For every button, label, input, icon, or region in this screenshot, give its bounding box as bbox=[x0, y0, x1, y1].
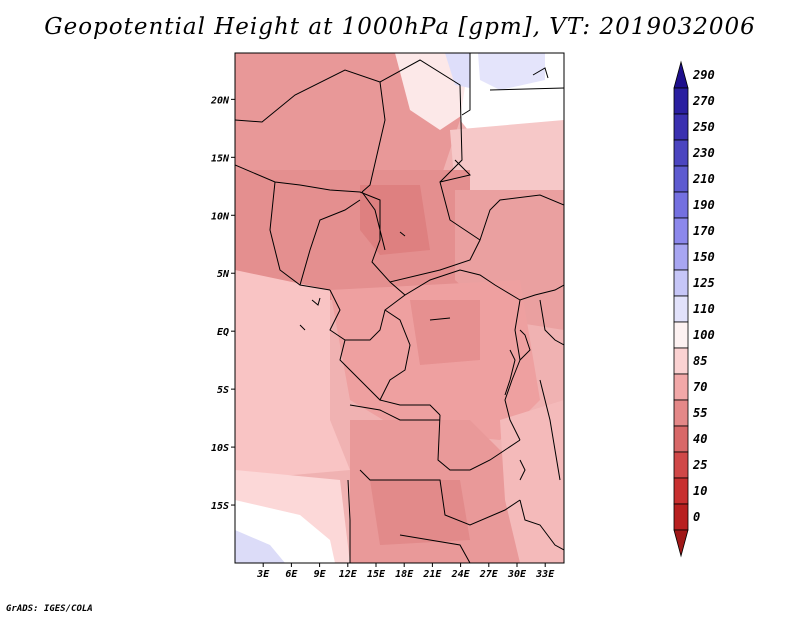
country-borders bbox=[235, 53, 564, 563]
chart-title: Geopotential Height at 1000hPa [gpm], VT… bbox=[44, 14, 756, 40]
x-tick-label: 21E bbox=[422, 569, 442, 580]
y-tick-label: 20N bbox=[210, 95, 230, 106]
y-tick-label: 10S bbox=[211, 443, 229, 454]
colorbar-label: 170 bbox=[693, 224, 715, 238]
colorbar-swatch bbox=[673, 113, 689, 141]
x-tick-label: 15E bbox=[367, 569, 386, 580]
chad-lake-low bbox=[360, 185, 430, 255]
x-tick-label: 3E bbox=[256, 569, 270, 580]
x-tick-label: 6E bbox=[285, 569, 298, 580]
colorbar-label: 290 bbox=[692, 68, 715, 82]
x-tick-label: 27E bbox=[479, 569, 499, 580]
north-blue-patch-2 bbox=[478, 53, 545, 90]
x-tick-label: 30E bbox=[507, 569, 527, 580]
colorbar-swatch bbox=[673, 269, 689, 297]
colorbar-swatch bbox=[673, 295, 689, 323]
map-field bbox=[235, 53, 564, 563]
colorbar: 2902702502302101901701501251101008570554… bbox=[673, 60, 715, 558]
y-tick-label: 5S bbox=[217, 385, 229, 396]
colorbar-swatch bbox=[673, 217, 689, 245]
x-tick-label: 18E bbox=[395, 569, 414, 580]
colorbar-label: 100 bbox=[693, 328, 715, 342]
colorbar-label: 270 bbox=[692, 94, 715, 108]
colorbar-swatch bbox=[673, 399, 689, 427]
colorbar-swatch bbox=[673, 165, 689, 193]
colorbar-swatch bbox=[673, 87, 689, 115]
colorbar-swatch bbox=[673, 477, 689, 505]
colorbar-label: 0 bbox=[693, 510, 700, 524]
y-tick-label: 15N bbox=[211, 153, 230, 164]
colorbar-swatch bbox=[673, 321, 689, 349]
colorbar-swatch bbox=[673, 451, 689, 479]
colorbar-label: 150 bbox=[693, 250, 715, 264]
colorbar-label: 210 bbox=[692, 172, 715, 186]
colorbar-label: 250 bbox=[692, 120, 715, 134]
x-axis: 3E 6E 9E 12E 15E 18E 21E 24E 27E 30E 33E bbox=[256, 563, 555, 580]
colorbar-label: 10 bbox=[693, 484, 707, 498]
colorbar-label: 110 bbox=[693, 302, 715, 316]
x-tick-label: 24E bbox=[451, 569, 471, 580]
colorbar-swatch bbox=[673, 503, 689, 531]
nile-transition bbox=[450, 120, 564, 210]
y-axis: 20N 15N 10N 5N EQ 5S 10S 15S bbox=[210, 95, 235, 512]
x-tick-label: 12E bbox=[339, 569, 358, 580]
east-coast-region bbox=[500, 400, 564, 563]
colorbar-label: 190 bbox=[693, 198, 715, 212]
x-tick-label: 9E bbox=[314, 569, 327, 580]
colorbar-swatch bbox=[673, 373, 689, 401]
gulf-of-guinea-region bbox=[235, 270, 350, 480]
colorbar-swatch bbox=[673, 425, 689, 453]
y-tick-label: 15S bbox=[211, 501, 229, 512]
colorbar-label: 85 bbox=[693, 354, 707, 368]
colorbar-label: 125 bbox=[693, 276, 715, 290]
colorbar-cap-bottom bbox=[673, 529, 689, 558]
colorbar-label: 230 bbox=[692, 146, 715, 160]
plot-frame bbox=[234, 52, 565, 564]
colorbar-label: 70 bbox=[693, 380, 707, 394]
x-tick-label: 33E bbox=[535, 569, 555, 580]
colorbar-cap-top bbox=[673, 60, 689, 89]
y-tick-label: 5N bbox=[217, 269, 230, 280]
colorbar-swatch bbox=[673, 347, 689, 375]
colorbar-swatch bbox=[673, 139, 689, 167]
colorbar-swatch bbox=[673, 243, 689, 271]
y-tick-label: EQ bbox=[217, 327, 229, 338]
colorbar-swatch bbox=[673, 191, 689, 219]
zambia-low bbox=[370, 480, 470, 545]
y-tick-label: 10N bbox=[211, 211, 230, 222]
colorbar-label: 55 bbox=[693, 406, 707, 420]
south-atlantic-blue bbox=[235, 530, 285, 563]
congo-inner-low bbox=[410, 300, 480, 365]
colorbar-label: 25 bbox=[692, 458, 707, 472]
north-blue-patch bbox=[445, 53, 470, 88]
colorbar-label: 40 bbox=[693, 432, 707, 446]
grads-credit: GrADS: IGES/COLA bbox=[6, 604, 93, 614]
